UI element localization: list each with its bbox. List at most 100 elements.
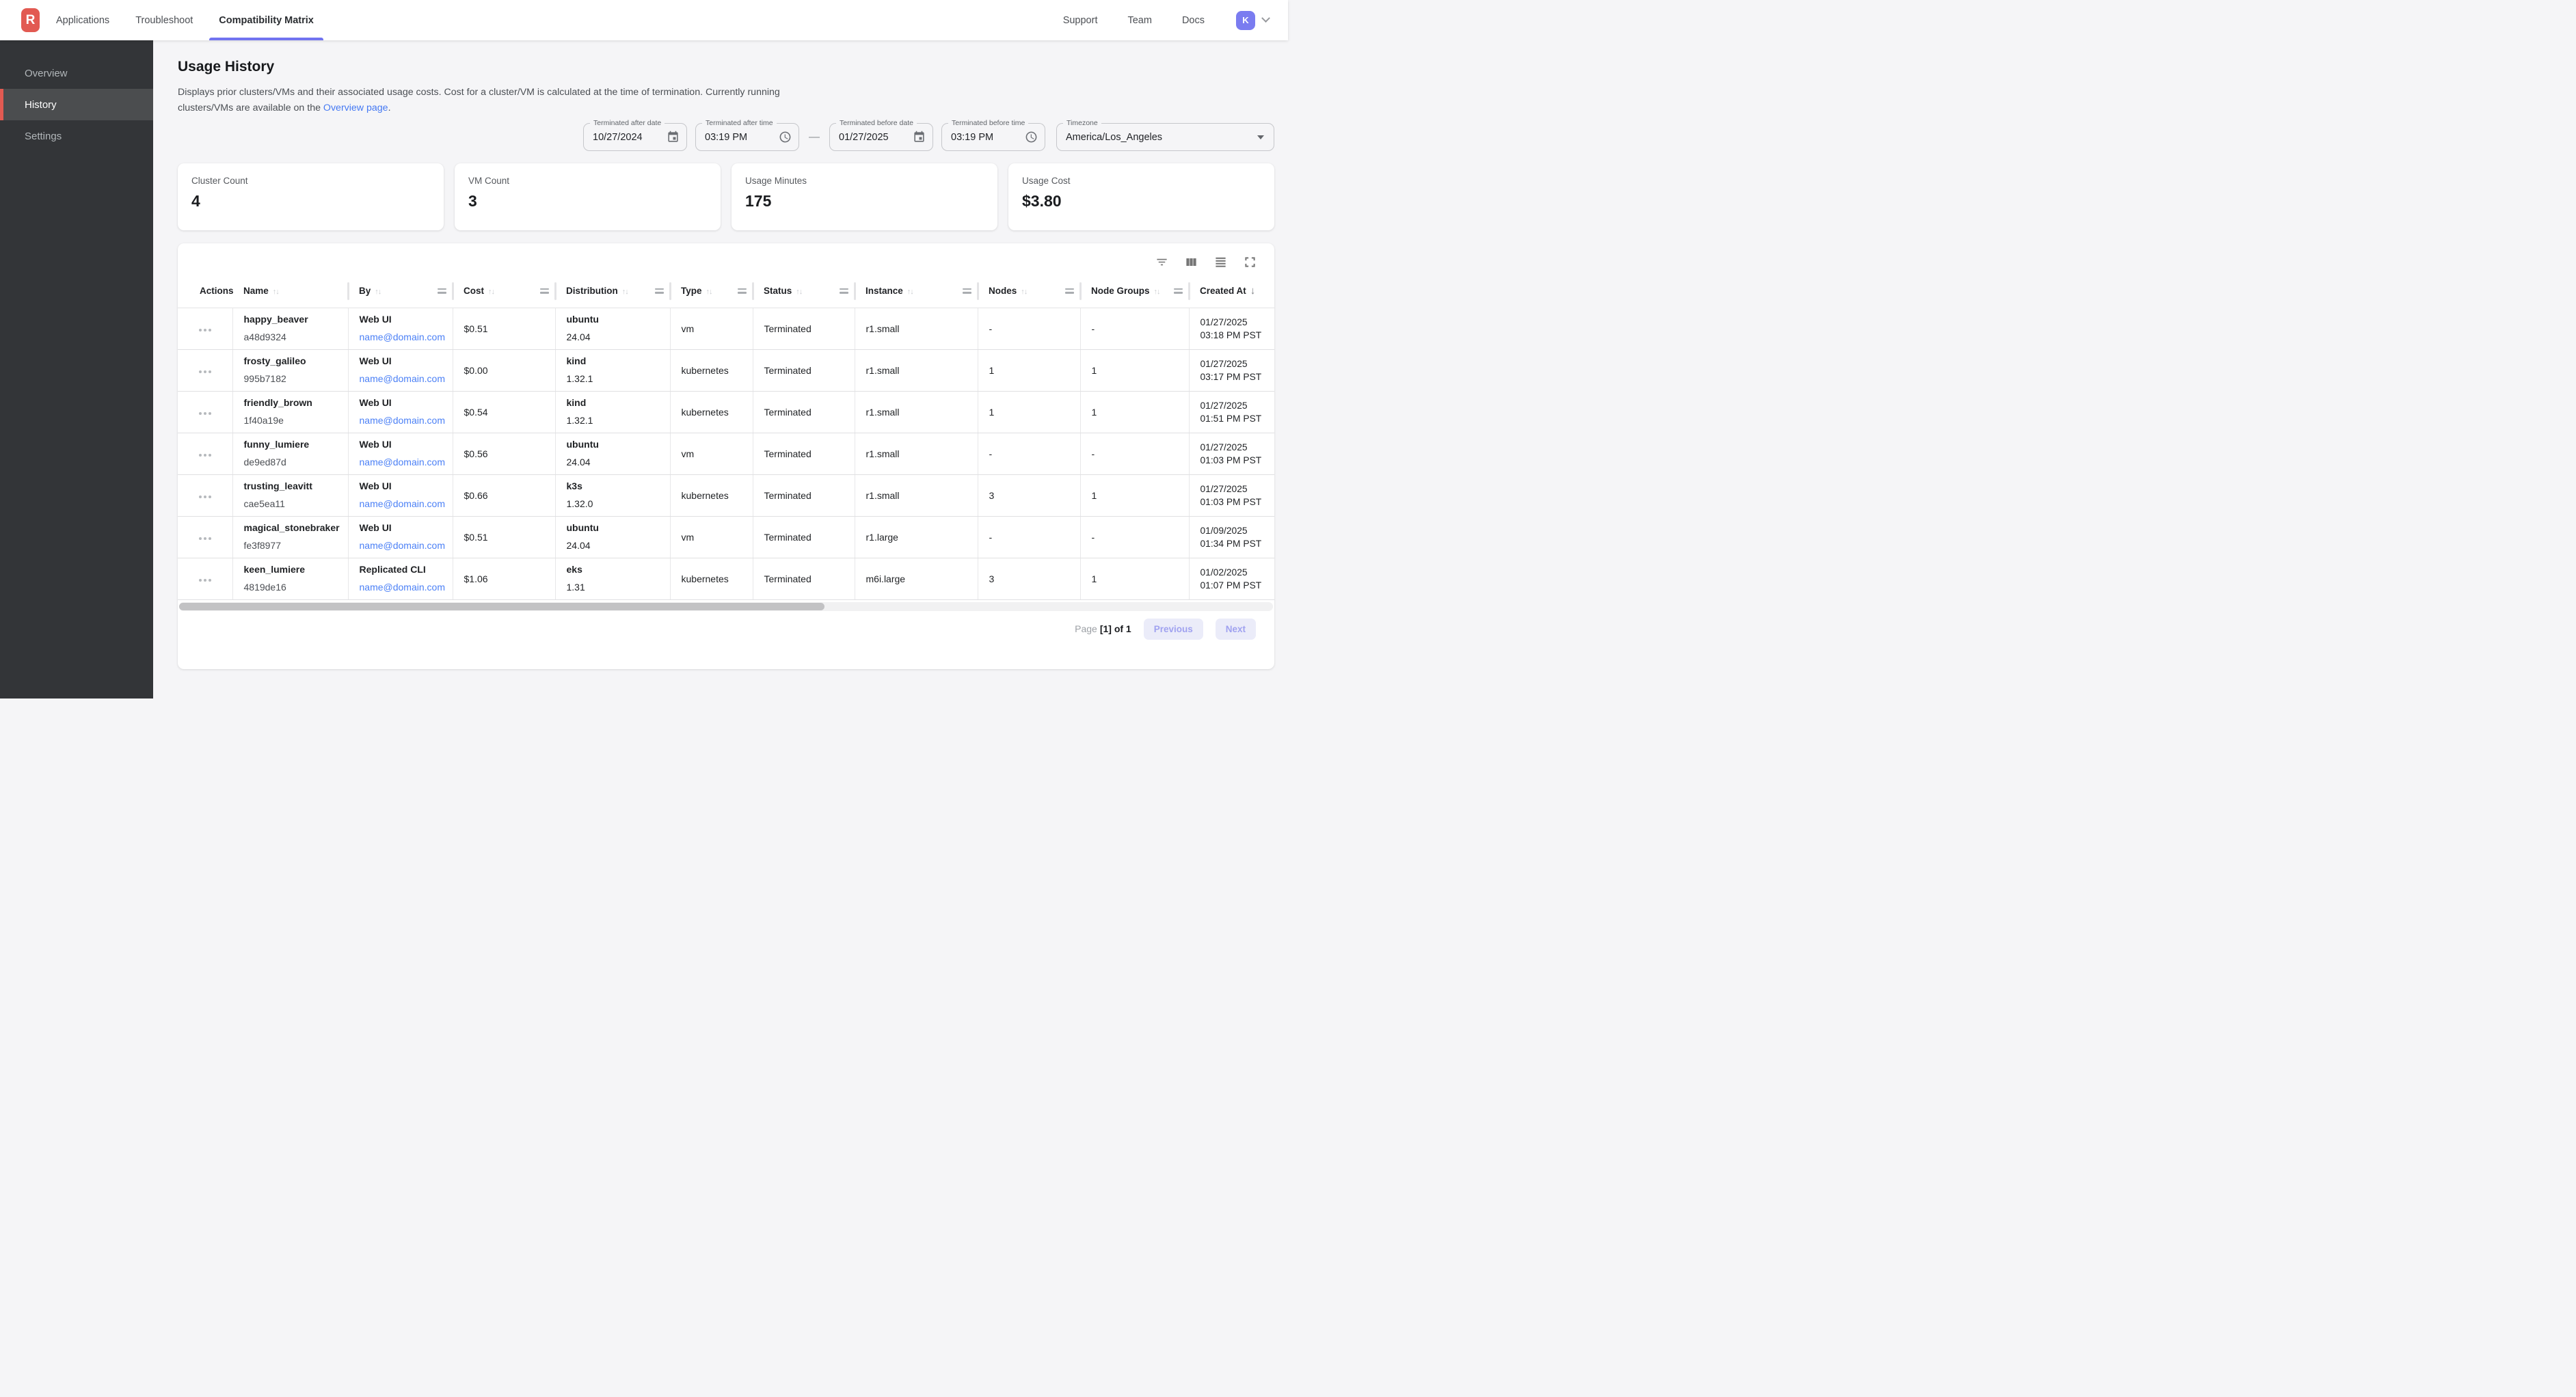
cluster-id: fe3f8977 [244, 539, 337, 552]
by-email-link[interactable]: name@domain.com [360, 414, 442, 427]
column-menu-icon[interactable] [738, 286, 747, 296]
cell-status: Terminated [753, 391, 855, 433]
clock-icon[interactable] [779, 131, 792, 144]
terminated-before-date-value[interactable]: 01/27/2025 [839, 132, 913, 143]
next-page-button[interactable]: Next [1216, 619, 1256, 640]
terminated-after-date-field[interactable]: Terminated after date 10/27/2024 [583, 123, 687, 151]
filter-bar: Terminated after date 10/27/2024 Termina… [178, 123, 1274, 151]
row-actions-button[interactable] [193, 444, 216, 463]
row-actions-button[interactable] [193, 528, 216, 546]
cluster-name: trusting_leavitt [244, 480, 337, 493]
cell-nodes: - [978, 308, 1080, 349]
stat-card-vm-count: VM Count 3 [455, 163, 721, 230]
nav-link-support[interactable]: Support [1063, 0, 1098, 40]
nav-link-applications[interactable]: Applications [56, 0, 109, 40]
sort-icon[interactable]: ↑↓ [796, 288, 802, 296]
row-actions-button[interactable] [193, 361, 216, 379]
clock-icon[interactable] [1025, 131, 1038, 144]
cell-created-at: 01/27/202503:17 PM PST [1189, 349, 1274, 391]
terminated-before-date-field[interactable]: Terminated before date 01/27/2025 [829, 123, 933, 151]
row-actions-button[interactable] [193, 403, 216, 421]
sort-icon[interactable]: ↑↓ [706, 288, 712, 296]
field-label: Terminated before date [836, 119, 917, 127]
density-icon[interactable] [1214, 256, 1227, 269]
row-actions-button[interactable] [193, 486, 216, 504]
nav-link-team[interactable]: Team [1127, 0, 1151, 40]
cell-node-groups: 1 [1080, 391, 1189, 433]
column-menu-icon[interactable] [963, 286, 971, 296]
previous-page-button[interactable]: Previous [1144, 619, 1203, 640]
sort-icon[interactable]: ↑↓ [488, 288, 494, 296]
distribution-version: 1.31 [567, 581, 659, 594]
terminated-after-time-field[interactable]: Terminated after time 03:19 PM [695, 123, 799, 151]
column-header-cost[interactable]: Cost↑↓ [453, 275, 555, 308]
cluster-name: frosty_galileo [244, 355, 337, 368]
overview-page-link[interactable]: Overview page [323, 103, 388, 113]
column-menu-icon[interactable] [840, 286, 848, 296]
nav-link-docs[interactable]: Docs [1182, 0, 1205, 40]
field-label: Terminated after date [590, 119, 665, 127]
fullscreen-icon[interactable] [1244, 256, 1257, 269]
sort-icon[interactable]: ↑↓ [273, 288, 279, 296]
sidebar-item-history[interactable]: History [0, 89, 153, 120]
column-header-by[interactable]: By↑↓ [348, 275, 453, 308]
avatar[interactable]: K [1236, 11, 1255, 30]
horizontal-scrollbar-thumb[interactable] [179, 603, 824, 610]
by-email-link[interactable]: name@domain.com [360, 456, 442, 469]
distribution-name: k3s [567, 480, 659, 493]
cell-name: happy_beavera48d9324 [232, 308, 348, 349]
cell-actions [178, 349, 232, 391]
column-header-node-groups[interactable]: Node Groups↑↓ [1080, 275, 1189, 308]
column-header-instance[interactable]: Instance↑↓ [855, 275, 978, 308]
sort-desc-icon[interactable]: ↓ [1250, 285, 1256, 297]
page-title: Usage History [178, 59, 1274, 75]
cell-actions [178, 516, 232, 558]
column-header-nodes[interactable]: Nodes↑↓ [978, 275, 1080, 308]
description-period: . [388, 103, 391, 113]
column-header-created-at[interactable]: Created At↓ [1189, 275, 1274, 308]
column-header-status[interactable]: Status↑↓ [753, 275, 855, 308]
sort-icon[interactable]: ↑↓ [375, 288, 381, 296]
sidebar-item-overview[interactable]: Overview [0, 57, 153, 89]
by-source: Web UI [360, 355, 442, 368]
terminated-after-time-value[interactable]: 03:19 PM [705, 132, 779, 143]
distribution-version: 24.04 [567, 456, 659, 469]
column-header-name[interactable]: Name↑↓ [232, 275, 348, 308]
calendar-icon[interactable] [667, 131, 680, 144]
column-header-type[interactable]: Type↑↓ [670, 275, 753, 308]
sort-icon[interactable]: ↑↓ [907, 288, 913, 296]
replicated-logo[interactable]: R [21, 8, 40, 32]
filter-icon[interactable] [1155, 256, 1168, 269]
columns-icon[interactable] [1185, 256, 1198, 269]
column-menu-icon[interactable] [1174, 286, 1183, 296]
row-actions-button[interactable] [193, 319, 216, 338]
sort-icon[interactable]: ↑↓ [622, 288, 628, 296]
by-email-link[interactable]: name@domain.com [360, 539, 442, 552]
column-menu-icon[interactable] [1065, 286, 1074, 296]
sort-icon[interactable]: ↑↓ [1154, 288, 1160, 296]
cell-distribution: ubuntu24.04 [555, 516, 670, 558]
timezone-select[interactable]: Timezone America/Los_Angeles [1056, 123, 1274, 151]
by-email-link[interactable]: name@domain.com [360, 581, 442, 594]
nav-link-compatibility-matrix[interactable]: Compatibility Matrix [219, 0, 314, 40]
by-email-link[interactable]: name@domain.com [360, 498, 442, 511]
row-actions-button[interactable] [193, 569, 216, 588]
cell-name: keen_lumiere4819de16 [232, 558, 348, 599]
column-menu-icon[interactable] [540, 286, 549, 296]
user-menu[interactable]: K [1236, 11, 1269, 30]
created-date: 01/27/2025 [1200, 399, 1271, 412]
by-email-link[interactable]: name@domain.com [360, 331, 442, 344]
terminated-before-time-value[interactable]: 03:19 PM [951, 132, 1025, 143]
column-menu-icon[interactable] [655, 286, 664, 296]
sort-icon[interactable]: ↑↓ [1021, 288, 1027, 296]
cell-instance: r1.small [855, 308, 978, 349]
sidebar-item-settings[interactable]: Settings [0, 120, 153, 152]
horizontal-scrollbar-track[interactable] [179, 602, 1273, 611]
nav-link-troubleshoot[interactable]: Troubleshoot [135, 0, 193, 40]
column-menu-icon[interactable] [438, 286, 446, 296]
terminated-after-date-value[interactable]: 10/27/2024 [593, 132, 667, 143]
column-header-distribution[interactable]: Distribution↑↓ [555, 275, 670, 308]
terminated-before-time-field[interactable]: Terminated before time 03:19 PM [941, 123, 1045, 151]
by-email-link[interactable]: name@domain.com [360, 372, 442, 385]
calendar-icon[interactable] [913, 131, 926, 144]
